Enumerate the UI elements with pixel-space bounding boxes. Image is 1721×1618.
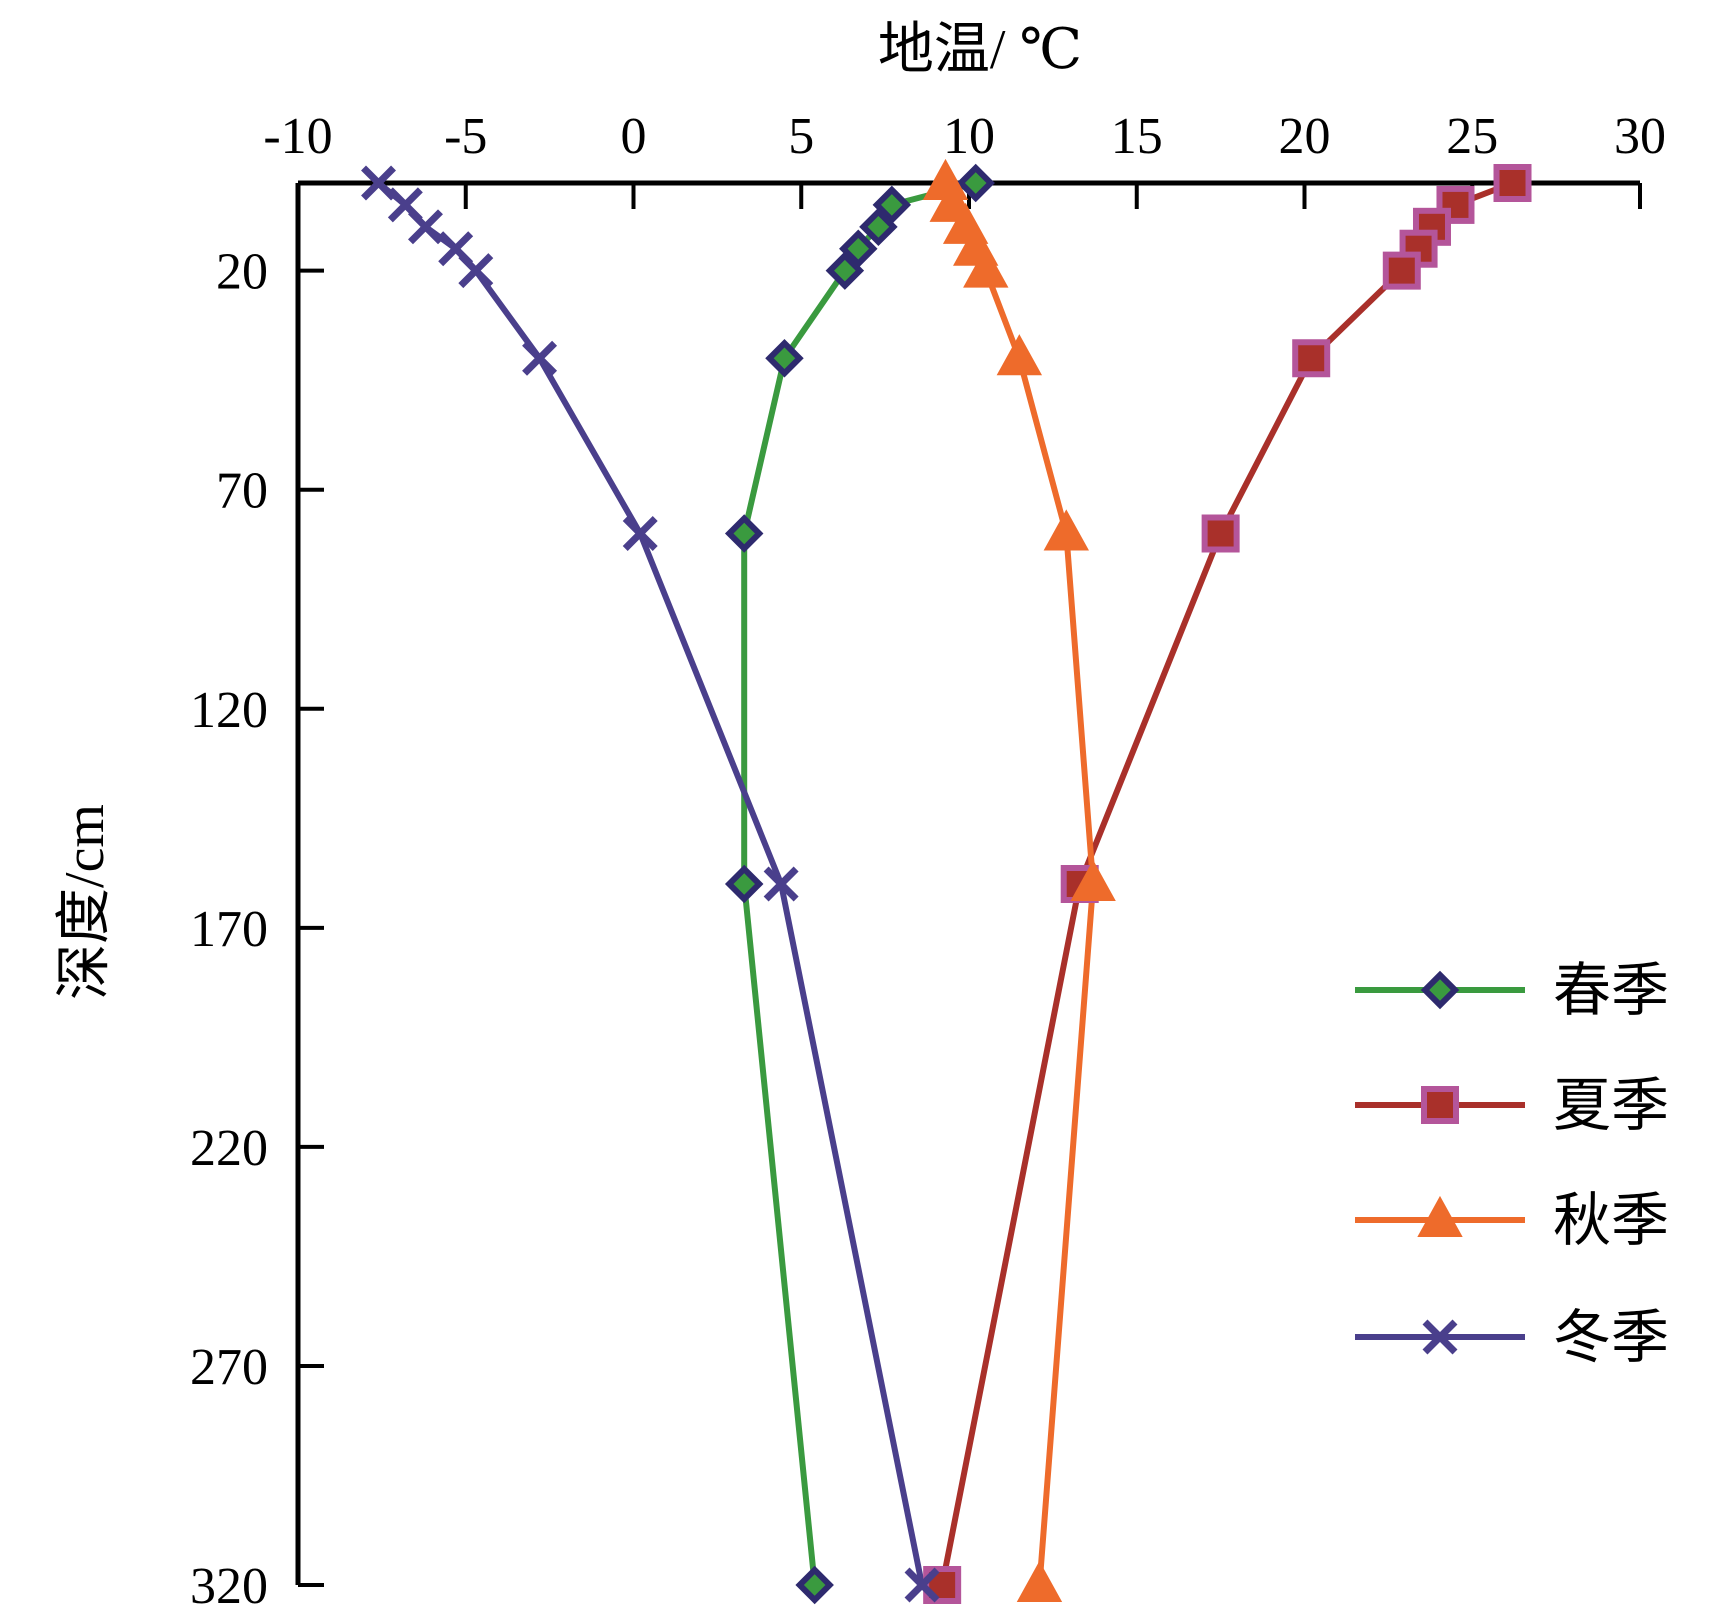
data-point-series-1 — [956, 163, 995, 203]
y-tick-label: 220 — [190, 1120, 268, 1177]
x-tick-label: -5 — [444, 108, 487, 165]
y-tick-label: 20 — [216, 244, 268, 301]
data-point-series-4 — [458, 253, 494, 289]
data-point-series-1 — [859, 207, 898, 247]
data-point-series-2 — [1382, 251, 1421, 290]
data-point-series-3 — [963, 246, 1009, 288]
x-tick-label: 0 — [621, 108, 647, 165]
data-point-series-1 — [795, 1565, 834, 1605]
data-point-series-3 — [1016, 1560, 1063, 1602]
data-point-series-2 — [1493, 164, 1532, 202]
series-markers — [361, 158, 1532, 1605]
y-tick-label: 320 — [190, 1558, 268, 1615]
y-tick-label: 70 — [216, 463, 268, 520]
legend-marker-4 — [1422, 1319, 1458, 1355]
legend-label-2: 夏季 — [1553, 1073, 1669, 1138]
legend-marker-2 — [1421, 1086, 1459, 1124]
data-point-series-3 — [996, 334, 1043, 376]
data-point-series-2 — [1436, 185, 1475, 224]
data-point-series-3 — [1070, 859, 1116, 901]
x-tick-label: 30 — [1614, 108, 1666, 165]
y-tick-label: 170 — [190, 901, 268, 958]
legend-label-4: 冬季 — [1553, 1305, 1669, 1370]
legend-label-3: 秋季 — [1553, 1188, 1669, 1253]
data-point-series-1 — [872, 185, 912, 225]
legend-marker-3 — [1417, 1195, 1463, 1237]
data-point-series-4 — [408, 209, 443, 245]
data-point-series-1 — [839, 229, 878, 268]
y-tick-label: 120 — [190, 682, 268, 739]
x-tick-label: 5 — [788, 108, 814, 165]
x-tick-label: 15 — [1111, 108, 1163, 165]
data-point-series-1 — [765, 339, 804, 378]
y-axis-title: 深度/cm — [54, 804, 116, 1000]
data-point-series-1 — [724, 864, 764, 904]
data-point-series-2 — [1292, 339, 1331, 378]
legend-marker-1 — [1420, 970, 1460, 1010]
data-point-series-4 — [522, 340, 558, 376]
data-point-series-4 — [763, 866, 799, 902]
data-point-series-3 — [1043, 509, 1089, 551]
axes: -10 -5 0 5 10 15 20 25 30 20 70 120 170 220 270 320 — [190, 108, 1666, 1615]
x-tick-label: 10 — [943, 108, 995, 165]
series-line-4 — [376, 180, 925, 1586]
data-point-series-1 — [724, 514, 764, 553]
data-point-series-1 — [825, 251, 865, 290]
x-tick-label: 25 — [1446, 108, 1498, 165]
x-axis-title: 地温/ ℃ — [878, 19, 1082, 81]
x-tick-label: 20 — [1279, 108, 1331, 165]
y-tick-label: 270 — [190, 1339, 268, 1396]
legend-label-1: 春季 — [1553, 958, 1669, 1023]
data-point-series-2 — [1201, 514, 1240, 553]
data-point-series-4 — [622, 516, 658, 551]
series-lines — [376, 180, 1514, 1586]
data-point-series-4 — [904, 1567, 940, 1603]
x-tick-label: -10 — [263, 108, 332, 165]
